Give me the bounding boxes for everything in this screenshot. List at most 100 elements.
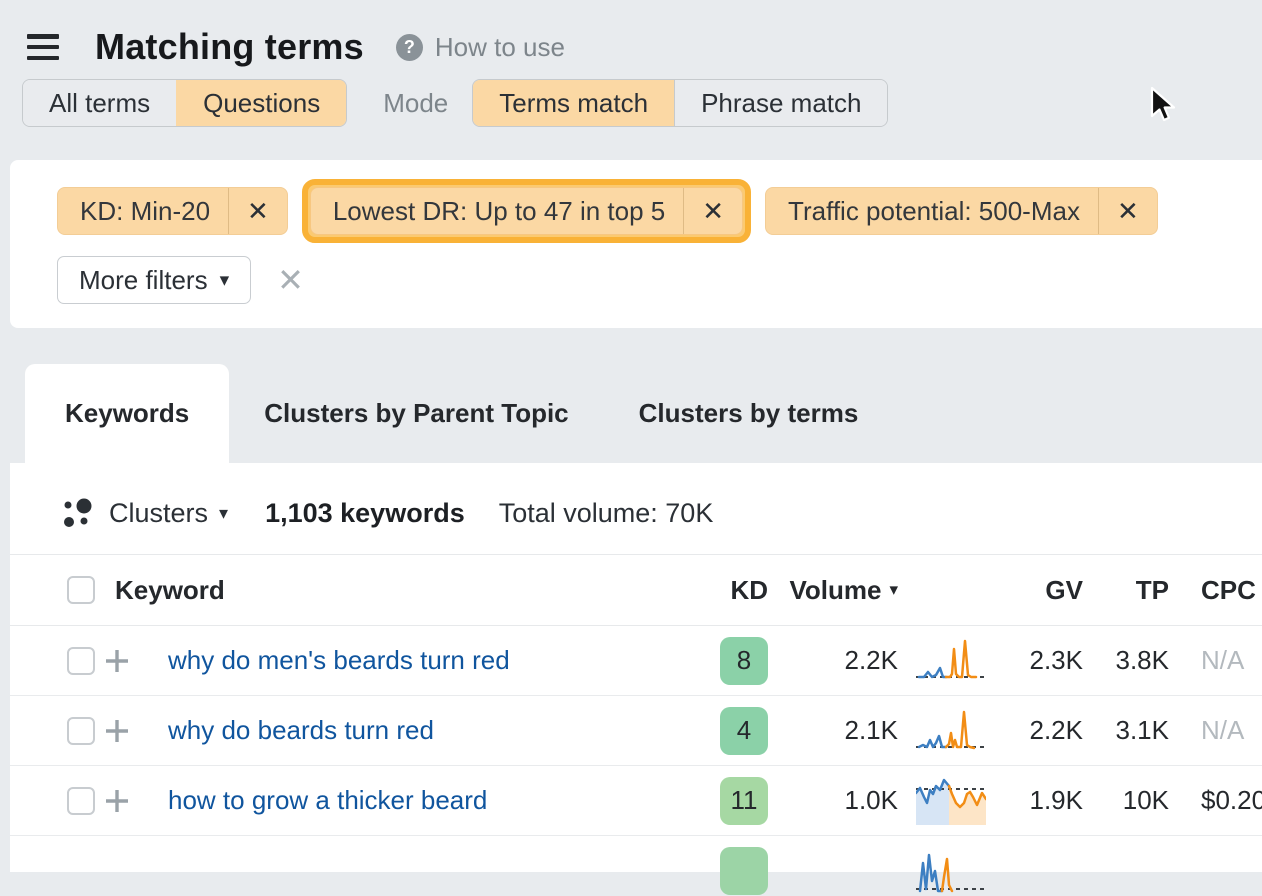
- gv-cell: 2.3K: [1029, 645, 1084, 675]
- remove-lowest-dr-filter-icon[interactable]: ✕: [683, 188, 742, 234]
- add-to-list-cell: [89, 717, 145, 745]
- tab-clusters-by-terms[interactable]: Clusters by terms: [638, 398, 859, 428]
- clusters-dropdown[interactable]: Clusters ▾: [109, 498, 228, 529]
- keyword-cell: how to grow a thicker beard: [145, 785, 698, 816]
- results-card: Clusters ▾ 1,103 keywords Total volume: …: [10, 463, 1262, 895]
- filter-chip-traffic-potential[interactable]: Traffic potential: 500-Max ✕: [765, 187, 1158, 235]
- tab-phrase-match[interactable]: Phrase match: [674, 80, 888, 126]
- cpc-cell: $0.20: [1201, 785, 1262, 815]
- filter-chip-lowest-dr-label: Lowest DR: Up to 47 in top 5: [332, 195, 666, 226]
- plus-icon[interactable]: [103, 717, 131, 745]
- tab-clusters-by-parent-topic[interactable]: Clusters by Parent Topic: [264, 398, 569, 428]
- table-body: why do men's beards turn red 8 2.2K 2.3K…: [10, 626, 1262, 896]
- highlight-ring: Lowest DR: Up to 47 in top 5 ✕: [301, 179, 752, 243]
- trend-cell: [898, 707, 998, 755]
- tp-cell: 3.8K: [1115, 645, 1170, 675]
- row-checkbox-cell: [10, 786, 95, 815]
- tab-keywords[interactable]: Keywords: [25, 364, 230, 463]
- match-mode-group: Terms match Phrase match: [472, 79, 889, 127]
- gv-cell: 2.2K: [1029, 715, 1084, 745]
- keywords-count: 1,103 keywords: [265, 497, 465, 528]
- sort-desc-icon: ▾: [889, 580, 898, 599]
- column-kd[interactable]: KD: [730, 574, 768, 605]
- kd-cell: 8: [698, 636, 768, 685]
- column-tp[interactable]: TP: [1135, 574, 1169, 605]
- how-to-use-link[interactable]: ? How to use: [395, 31, 565, 63]
- keyword-link[interactable]: why do men's beards turn red: [168, 645, 510, 675]
- help-icon: ?: [395, 33, 423, 61]
- trend-cell: [898, 777, 998, 825]
- kd-badge: 8: [720, 636, 768, 685]
- filter-chip-row: KD: Min-20 ✕ Lowest DR: Up to 47 in top …: [57, 179, 1262, 243]
- row-checkbox[interactable]: [67, 786, 95, 815]
- tp-cell: 10K: [1122, 785, 1169, 815]
- kd-cell: 11: [698, 776, 768, 825]
- row-checkbox-cell: [10, 646, 95, 675]
- kd-cell: 4: [698, 706, 768, 755]
- clusters-dropdown-label: Clusters: [109, 497, 209, 528]
- keyword-link[interactable]: how to grow a thicker beard: [168, 785, 488, 815]
- more-filters-button[interactable]: More filters ▾: [57, 256, 252, 304]
- volume-cell: 2.1K: [844, 715, 899, 745]
- toolbar: All terms Questions Mode Terms match Phr…: [22, 79, 1262, 127]
- table-header: Keyword KD Volume ▾ GV TP CPC: [10, 554, 1262, 626]
- kd-badge: 4: [720, 706, 768, 755]
- volume-cell: 1.0K: [844, 785, 899, 815]
- clusters-icon: [64, 498, 92, 527]
- trend-cell: [898, 847, 998, 895]
- keywords-table: Keyword KD Volume ▾ GV TP CPC why do men…: [10, 554, 1262, 896]
- remove-kd-filter-icon[interactable]: ✕: [228, 188, 287, 234]
- filter-chip-traffic-potential-label: Traffic potential: 500-Max: [788, 195, 1080, 226]
- kd-cell: [698, 846, 768, 895]
- tab-terms-match[interactable]: Terms match: [473, 80, 675, 126]
- table-row: why do beards turn red 4 2.1K 2.2K 3.1K …: [10, 696, 1262, 766]
- column-volume[interactable]: Volume ▾: [768, 575, 898, 606]
- row-checkbox[interactable]: [67, 716, 95, 745]
- column-gv[interactable]: GV: [1045, 574, 1083, 605]
- trend-sparkline: [916, 778, 986, 825]
- keyword-cell: why do men's beards turn red: [145, 645, 698, 676]
- kd-badge: 11: [720, 776, 768, 825]
- row-checkbox-cell: [10, 716, 95, 745]
- filter-chip-kd-label: KD: Min-20: [80, 195, 211, 226]
- page-title: Matching terms: [95, 26, 364, 67]
- header-checkbox-cell: [10, 576, 95, 604]
- gv-cell: 1.9K: [1029, 785, 1084, 815]
- cpc-cell: N/A: [1201, 645, 1245, 675]
- kd-badge: [720, 846, 768, 895]
- keyword-link[interactable]: why do beards turn red: [168, 715, 434, 745]
- summary-row: Clusters ▾ 1,103 keywords Total volume: …: [10, 463, 1262, 539]
- table-row: how to grow a thicker beard 11 1.0K 1.9K…: [10, 766, 1262, 836]
- tp-cell: 3.1K: [1115, 715, 1170, 745]
- filters-panel: KD: Min-20 ✕ Lowest DR: Up to 47 in top …: [10, 160, 1262, 328]
- column-keyword: Keyword: [115, 574, 225, 605]
- clear-filters-icon[interactable]: ✕: [277, 262, 304, 298]
- total-volume: Total volume: 70K: [498, 497, 714, 528]
- column-volume-label: Volume: [789, 574, 882, 605]
- row-checkbox[interactable]: [67, 646, 95, 675]
- trend-sparkline: [916, 639, 986, 678]
- filter-chip-kd[interactable]: KD: Min-20 ✕: [57, 187, 288, 235]
- plus-icon[interactable]: [103, 787, 131, 815]
- add-to-list-cell: [89, 787, 145, 815]
- plus-icon[interactable]: [103, 647, 131, 675]
- chevron-down-icon: ▾: [219, 269, 230, 291]
- menu-icon[interactable]: [27, 34, 59, 60]
- volume-cell: 2.2K: [844, 645, 899, 675]
- more-filters-row: More filters ▾ ✕: [57, 256, 1262, 304]
- tab-questions[interactable]: Questions: [176, 80, 347, 126]
- column-cpc[interactable]: CPC: [1201, 574, 1256, 605]
- trend-sparkline: [916, 853, 986, 892]
- table-row: why do men's beards turn red 8 2.2K 2.3K…: [10, 626, 1262, 696]
- filter-chip-lowest-dr[interactable]: Lowest DR: Up to 47 in top 5 ✕: [309, 187, 744, 235]
- view-tabs: Keywords Clusters by Parent Topic Cluste…: [25, 364, 1262, 463]
- remove-traffic-potential-filter-icon[interactable]: ✕: [1097, 188, 1157, 234]
- trend-cell: [898, 637, 998, 685]
- row-checkbox-cell: [10, 857, 89, 885]
- tab-all-terms[interactable]: All terms: [23, 80, 177, 126]
- table-row: [10, 836, 1262, 896]
- select-all-checkbox[interactable]: [67, 576, 95, 604]
- how-to-use-label: How to use: [434, 31, 565, 62]
- mode-label: Mode: [383, 87, 449, 118]
